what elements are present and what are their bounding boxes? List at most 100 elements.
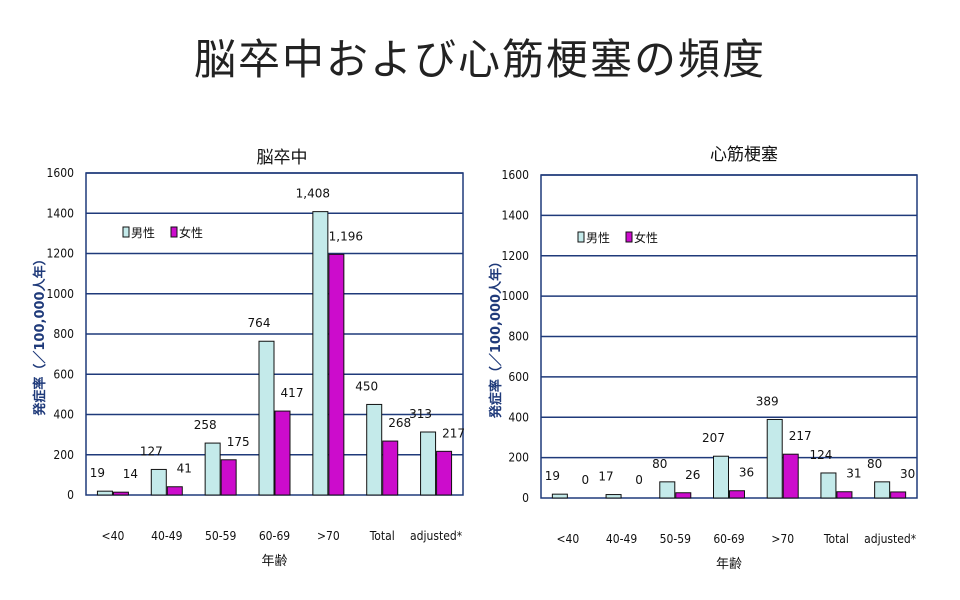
bar-female <box>729 490 745 499</box>
y-axis-label: 発症率（／100,000人年） <box>488 255 504 419</box>
y-tick-label: 0 <box>522 491 529 505</box>
x-tick-label: Total <box>369 529 395 543</box>
bar-female <box>675 492 692 499</box>
bar-female <box>382 440 399 496</box>
data-label: 17 <box>598 470 613 484</box>
x-axis-label: 年齢 <box>261 554 287 569</box>
y-tick-label: 200 <box>508 451 529 465</box>
x-tick-label: adjusted* <box>410 529 463 543</box>
legend-swatch <box>625 231 633 243</box>
legend-swatch <box>122 226 130 238</box>
y-tick-label: 200 <box>53 448 74 462</box>
bar-female <box>112 491 129 496</box>
data-label: 175 <box>227 435 250 449</box>
y-tick-label: 1000 <box>47 287 75 301</box>
bar-male <box>820 472 837 499</box>
x-tick-label: 50-59 <box>205 529 236 543</box>
x-tick-label: 60-69 <box>259 529 290 543</box>
y-tick-label: 400 <box>508 410 529 424</box>
chart-title: 心筋梗塞 <box>710 145 778 165</box>
data-label: 207 <box>702 431 725 445</box>
bar-male <box>258 340 275 496</box>
data-label: 80 <box>652 457 667 471</box>
bar-male <box>420 431 437 496</box>
data-label: 80 <box>867 457 882 471</box>
y-tick-label: 1200 <box>502 249 530 263</box>
data-label: 127 <box>140 444 163 458</box>
y-tick-label: 400 <box>53 408 74 422</box>
legend-label: 女性 <box>634 230 658 245</box>
data-label: 124 <box>809 448 832 462</box>
bar-male <box>766 418 783 499</box>
bar-female <box>436 450 453 496</box>
y-tick-label: 1400 <box>47 206 75 220</box>
data-label: 26 <box>685 468 700 482</box>
y-tick-label: 0 <box>67 488 74 502</box>
bar-female <box>836 491 853 499</box>
bar-female <box>782 453 799 499</box>
y-tick-label: 800 <box>508 330 529 344</box>
data-label: 0 <box>582 473 590 487</box>
data-label: 764 <box>248 316 271 330</box>
legend-swatch <box>170 226 178 238</box>
y-tick-label: 1000 <box>502 289 530 303</box>
legend-swatch <box>577 231 585 243</box>
x-axis-label: 年齢 <box>716 557 742 572</box>
x-tick-label: adjusted* <box>864 532 917 546</box>
data-label: 268 <box>388 416 411 430</box>
bar-female <box>166 486 183 496</box>
bar-female <box>274 410 291 496</box>
legend-label: 男性 <box>586 231 610 245</box>
stroke-chart: 脳卒中 0 200 400 600 800 1000 1200 1400 1600 19 14 <40 1… <box>32 148 465 569</box>
data-label: 0 <box>635 473 643 487</box>
data-label: 217 <box>789 429 812 443</box>
bar-male <box>204 442 221 496</box>
x-tick-label: Total <box>823 532 849 546</box>
y-tick-label: 600 <box>508 370 529 384</box>
y-tick-label: 1400 <box>502 208 530 222</box>
bar-male <box>551 493 568 499</box>
x-tick-label: >70 <box>317 529 340 543</box>
bar-male <box>312 211 329 496</box>
chart-title: 脳卒中 <box>257 148 308 168</box>
bar-male <box>659 481 676 499</box>
bar-male <box>874 481 891 499</box>
data-label: 36 <box>739 466 754 480</box>
data-label: 389 <box>756 394 779 408</box>
bar-female <box>328 253 345 496</box>
x-tick-label: 40-49 <box>151 529 182 543</box>
x-tick-label: <40 <box>556 532 579 546</box>
data-label: 19 <box>90 466 105 480</box>
legend-label: 女性 <box>179 225 203 240</box>
y-tick-label: 600 <box>53 367 74 381</box>
data-label: 217 <box>442 426 465 440</box>
x-tick-label: 60-69 <box>713 532 744 546</box>
data-label: 313 <box>409 407 432 421</box>
data-label: 450 <box>355 379 378 393</box>
data-label: 41 <box>177 462 192 476</box>
x-tick-label: 50-59 <box>660 532 691 546</box>
bar-male <box>150 468 167 496</box>
bar-female <box>220 459 237 496</box>
page-title: 脳卒中および心筋梗塞の頻度 <box>193 35 766 84</box>
x-tick-label: 40-49 <box>606 532 637 546</box>
data-label: 258 <box>194 418 217 432</box>
data-label: 417 <box>281 386 304 400</box>
bar-male <box>605 494 622 499</box>
bar-male <box>366 403 383 496</box>
data-label: 1,408 <box>296 187 330 201</box>
y-tick-label: 800 <box>53 327 74 341</box>
data-label: 14 <box>123 467 138 481</box>
y-tick-label: 1600 <box>47 166 75 180</box>
data-label: 1,196 <box>329 229 363 243</box>
legend-label: 男性 <box>131 226 155 240</box>
x-tick-label: <40 <box>102 529 125 543</box>
data-label: 30 <box>900 467 915 481</box>
data-label: 19 <box>545 469 560 483</box>
bar-male <box>713 455 729 499</box>
y-tick-label: 1200 <box>47 247 75 261</box>
bar-male <box>96 490 113 496</box>
x-tick-label: >70 <box>771 532 794 546</box>
bar-female <box>890 491 907 499</box>
